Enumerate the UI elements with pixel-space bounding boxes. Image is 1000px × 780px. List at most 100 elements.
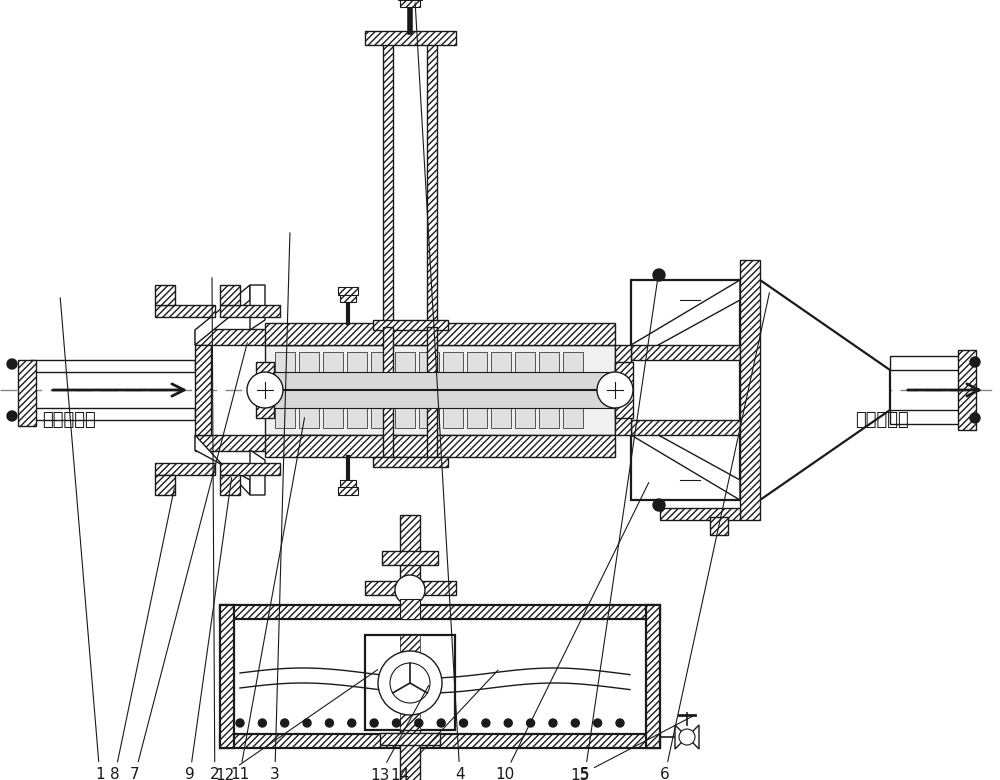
Circle shape: [571, 719, 579, 727]
Circle shape: [370, 719, 378, 727]
Bar: [347, 352, 367, 428]
Bar: [958, 350, 976, 430]
Bar: [660, 508, 740, 520]
Bar: [265, 323, 615, 345]
Circle shape: [527, 719, 535, 727]
Text: 11: 11: [230, 418, 305, 780]
Bar: [631, 345, 740, 360]
Text: 1: 1: [60, 298, 105, 780]
Circle shape: [236, 719, 244, 727]
Bar: [427, 327, 437, 457]
Bar: [427, 43, 437, 323]
Circle shape: [415, 719, 423, 727]
Bar: [631, 420, 740, 435]
Bar: [373, 320, 448, 330]
Circle shape: [7, 411, 17, 421]
Bar: [563, 352, 583, 428]
Circle shape: [597, 372, 633, 408]
Bar: [383, 327, 393, 457]
Bar: [615, 362, 633, 418]
Bar: [890, 410, 960, 424]
Bar: [373, 457, 448, 467]
Text: 天然气出口: 天然气出口: [855, 411, 909, 429]
Bar: [400, 599, 420, 619]
Circle shape: [258, 719, 266, 727]
Bar: [220, 305, 280, 317]
Bar: [195, 345, 211, 435]
Bar: [220, 605, 234, 748]
Bar: [340, 480, 356, 488]
Bar: [220, 734, 660, 748]
Bar: [890, 356, 960, 370]
Bar: [30, 360, 195, 372]
Circle shape: [594, 719, 602, 727]
Circle shape: [460, 719, 468, 727]
Bar: [340, 294, 356, 302]
Circle shape: [281, 719, 289, 727]
Bar: [220, 605, 660, 619]
Circle shape: [392, 719, 400, 727]
Bar: [395, 352, 415, 428]
Bar: [299, 352, 319, 428]
Circle shape: [653, 269, 665, 281]
Bar: [220, 605, 234, 748]
Bar: [155, 305, 215, 317]
Polygon shape: [740, 280, 890, 500]
Bar: [265, 435, 615, 457]
Bar: [373, 457, 448, 467]
Bar: [419, 352, 439, 428]
Circle shape: [549, 719, 557, 727]
Circle shape: [653, 499, 665, 511]
Bar: [155, 285, 175, 305]
Text: 6: 6: [660, 292, 769, 780]
Bar: [220, 305, 280, 317]
Polygon shape: [250, 450, 265, 495]
Bar: [338, 287, 358, 295]
Bar: [380, 733, 440, 745]
Polygon shape: [631, 420, 740, 500]
Bar: [615, 345, 631, 435]
Bar: [338, 487, 358, 495]
Bar: [427, 43, 437, 323]
Bar: [400, 730, 420, 780]
Bar: [195, 435, 325, 451]
Text: 2: 2: [210, 278, 220, 780]
Polygon shape: [631, 280, 740, 360]
Bar: [365, 581, 456, 595]
Text: 13: 13: [370, 686, 429, 780]
Circle shape: [970, 413, 980, 423]
Bar: [155, 305, 215, 317]
Bar: [383, 43, 393, 323]
Circle shape: [616, 719, 624, 727]
Text: 3: 3: [270, 232, 290, 780]
Bar: [400, 635, 420, 730]
Bar: [220, 285, 240, 305]
Text: 14: 14: [390, 670, 498, 780]
Circle shape: [348, 719, 356, 727]
Circle shape: [325, 719, 333, 727]
Bar: [256, 362, 274, 418]
Bar: [18, 360, 36, 426]
Bar: [382, 551, 438, 565]
Bar: [515, 352, 535, 428]
Bar: [365, 31, 456, 45]
Text: 天然气入口: 天然气入口: [42, 411, 96, 429]
Bar: [220, 285, 240, 305]
Bar: [340, 480, 356, 488]
Bar: [400, 730, 420, 780]
Text: 12: 12: [215, 669, 378, 780]
Bar: [631, 420, 740, 435]
Circle shape: [437, 719, 445, 727]
Bar: [365, 635, 455, 730]
Text: 7: 7: [130, 342, 247, 780]
Bar: [373, 320, 448, 330]
Bar: [220, 475, 240, 495]
Circle shape: [395, 575, 425, 605]
Bar: [155, 463, 215, 475]
Circle shape: [247, 372, 283, 408]
Bar: [615, 362, 633, 418]
Bar: [220, 463, 280, 475]
Bar: [220, 463, 280, 475]
Text: 5: 5: [580, 273, 659, 780]
Bar: [710, 517, 728, 535]
